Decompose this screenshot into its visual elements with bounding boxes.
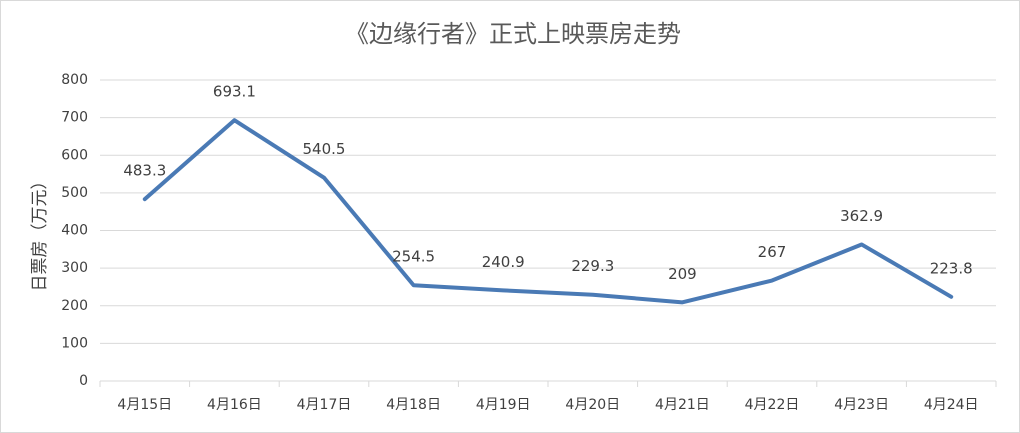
y-tick-label: 200 xyxy=(61,298,88,314)
data-label: 254.5 xyxy=(392,248,435,266)
data-line xyxy=(142,118,954,305)
x-tick-label: 4月24日 xyxy=(924,397,979,413)
x-tick-label: 4月23日 xyxy=(834,397,889,413)
x-tick-label: 4月22日 xyxy=(745,397,800,413)
data-label: 540.5 xyxy=(303,140,346,158)
data-label: 693.1 xyxy=(213,83,256,101)
y-tick-label: 0 xyxy=(79,373,88,389)
chart-title: 《边缘行者》正式上映票房走势 xyxy=(345,20,681,48)
data-label: 229.3 xyxy=(571,257,614,275)
data-label: 223.8 xyxy=(930,259,973,277)
data-label: 362.9 xyxy=(840,207,883,225)
y-tick-label: 100 xyxy=(61,335,88,351)
y-tick-label: 600 xyxy=(61,147,88,163)
x-tick-label: 4月19日 xyxy=(476,397,531,413)
data-label: 209 xyxy=(668,265,697,283)
x-tick-label: 4月20日 xyxy=(565,397,620,413)
x-tick-label: 4月17日 xyxy=(297,397,352,413)
y-axis-label: 日票房（万元） xyxy=(30,173,50,292)
x-tick-label: 4月18日 xyxy=(386,397,441,413)
x-tick-label: 4月15日 xyxy=(117,397,172,413)
x-tick-label: 4月21日 xyxy=(655,397,710,413)
y-tick-label: 300 xyxy=(61,260,88,276)
data-label: 267 xyxy=(758,243,787,261)
data-label: 240.9 xyxy=(482,253,525,271)
data-label: 483.3 xyxy=(123,162,166,180)
y-tick-label: 700 xyxy=(61,110,88,126)
x-tick-label: 4月16日 xyxy=(207,397,262,413)
y-tick-label: 500 xyxy=(61,185,88,201)
y-tick-label: 400 xyxy=(61,223,88,239)
y-tick-label: 800 xyxy=(61,72,88,88)
